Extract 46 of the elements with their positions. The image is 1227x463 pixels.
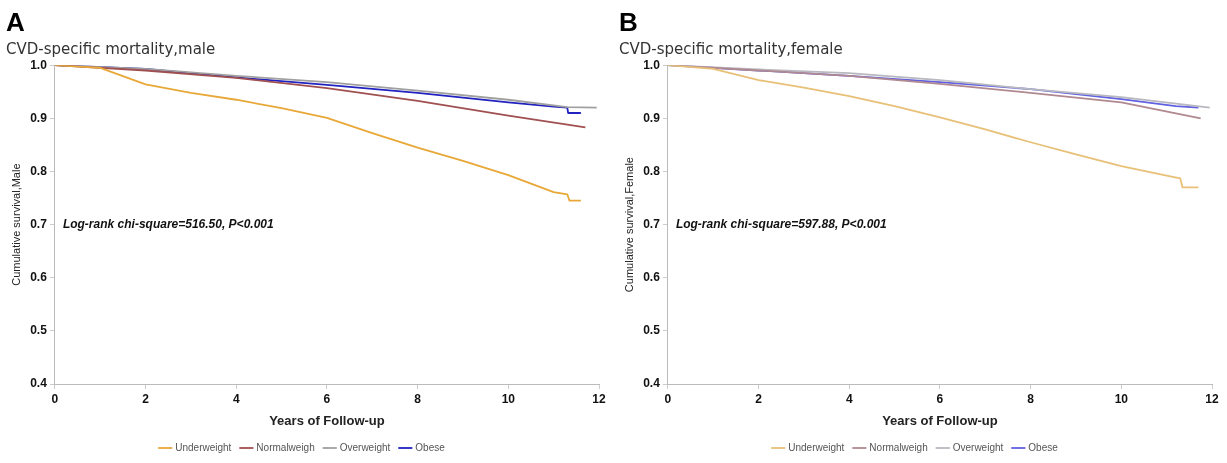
x-tick-label: 2 xyxy=(755,391,763,406)
x-tick-label: 6 xyxy=(936,391,944,406)
y-tick-label: 0.9 xyxy=(643,110,661,125)
annotation: Log-rank chi-square=516.50, P<0.001 xyxy=(62,216,274,231)
y-tick-label: 0.9 xyxy=(30,110,48,125)
x-tick-label: 8 xyxy=(1027,391,1035,406)
y-tick-label: 0.4 xyxy=(30,376,48,391)
legend-label: Overweight xyxy=(952,441,1004,453)
x-tick-label: 12 xyxy=(1205,391,1219,406)
legend-label: Normalweigh xyxy=(256,441,315,453)
x-tick-label: 0 xyxy=(664,391,672,406)
legend-label: Underweight xyxy=(788,441,845,453)
y-tick-label: 1.0 xyxy=(30,57,48,72)
legend-label: Obese xyxy=(415,441,446,453)
chart-title: A xyxy=(6,6,25,37)
y-tick-label: 0.7 xyxy=(30,216,48,231)
y-tick-label: 0.5 xyxy=(30,323,48,338)
legend-label: Obese xyxy=(1028,441,1059,453)
chart-subtitle: CVD-specific mortality,male xyxy=(6,40,216,59)
y-tick-label: 1.0 xyxy=(643,57,661,72)
chart-title: B xyxy=(619,6,638,37)
x-tick-label: 8 xyxy=(414,391,422,406)
x-tick-label: 10 xyxy=(1114,391,1129,406)
x-axis-title: Years of Follow-up xyxy=(269,412,385,428)
y-axis-title: Cumulative survival,Male xyxy=(9,163,22,286)
chart-subtitle: CVD-specific mortality,female xyxy=(619,40,843,59)
legend-label: Overweight xyxy=(339,441,391,453)
x-tick-label: 4 xyxy=(232,391,240,406)
x-tick-label: 0 xyxy=(51,391,59,406)
x-tick-label: 2 xyxy=(142,391,150,406)
y-tick-label: 0.8 xyxy=(30,163,48,178)
x-tick-label: 10 xyxy=(501,391,516,406)
annotation: Log-rank chi-square=597.88, P<0.001 xyxy=(675,216,887,231)
y-tick-label: 0.8 xyxy=(643,163,661,178)
y-axis-title: Cumulative survival,Female xyxy=(622,157,635,293)
y-tick-label: 0.6 xyxy=(643,270,661,285)
legend-label: Normalweigh xyxy=(869,441,928,453)
x-tick-label: 4 xyxy=(845,391,853,406)
x-tick-label: 6 xyxy=(323,391,331,406)
x-tick-label: 12 xyxy=(592,391,606,406)
y-tick-label: 0.5 xyxy=(643,323,661,338)
x-axis-title: Years of Follow-up xyxy=(882,412,998,428)
y-tick-label: 0.4 xyxy=(643,376,661,391)
legend-label: Underweight xyxy=(175,441,232,453)
y-tick-label: 0.7 xyxy=(643,216,661,231)
y-tick-label: 0.6 xyxy=(30,270,48,285)
